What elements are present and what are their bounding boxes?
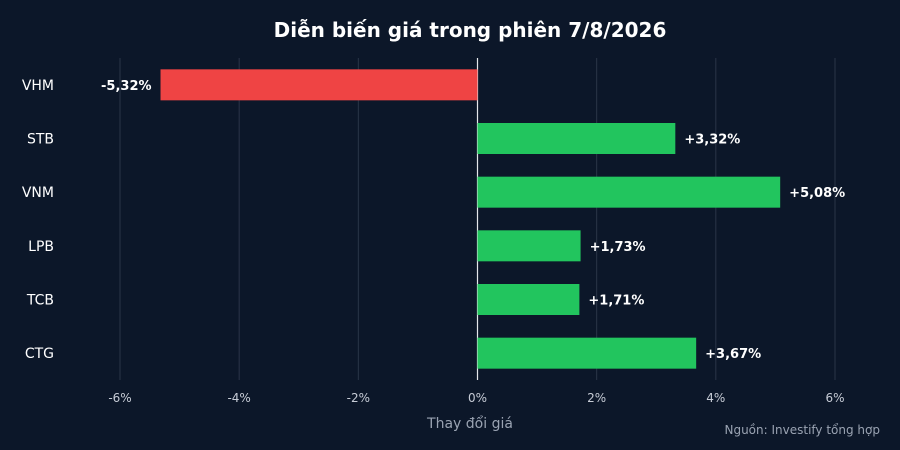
value-label: +5,08%: [789, 186, 845, 201]
category-label: LPB: [28, 239, 54, 255]
value-label: +1,73%: [590, 240, 646, 255]
category-label: STB: [27, 132, 54, 148]
bar-stb: [477, 123, 676, 154]
x-tick-label: 2%: [587, 391, 606, 405]
bar-lpb: [477, 230, 581, 262]
bar-ctg: [477, 337, 697, 369]
category-label: VNM: [22, 185, 54, 201]
x-tick-label: 6%: [825, 391, 844, 405]
value-label: -5,32%: [101, 79, 152, 94]
labels: -6% -4% -2% 0% 2% 4% 6% VHM -5,32% STB +3,32% VNM +5…: [22, 78, 845, 405]
category-label: TCB: [26, 293, 54, 309]
bar-tcb: [477, 284, 580, 315]
category-label: VHM: [22, 78, 54, 94]
source-note: Nguồn: Investify tổng hợp: [724, 423, 880, 437]
x-tick-label: -2%: [347, 391, 370, 405]
x-tick-label: -6%: [108, 391, 131, 405]
bars: [160, 69, 781, 369]
value-label: +1,71%: [588, 294, 644, 309]
x-tick-label: 4%: [706, 391, 725, 405]
x-tick-label: -4%: [227, 391, 250, 405]
x-axis-label: Thay đổi giá: [426, 415, 513, 432]
bar-vhm: [160, 69, 478, 101]
grid-lines: [119, 58, 836, 380]
category-label: CTG: [25, 346, 54, 362]
x-tick-label: 0%: [468, 391, 487, 405]
value-label: +3,32%: [684, 133, 740, 148]
chart-title: Diễn biến giá trong phiên 7/8/2026: [274, 18, 667, 42]
bar-vnm: [477, 176, 781, 208]
value-label: +3,67%: [705, 347, 761, 362]
